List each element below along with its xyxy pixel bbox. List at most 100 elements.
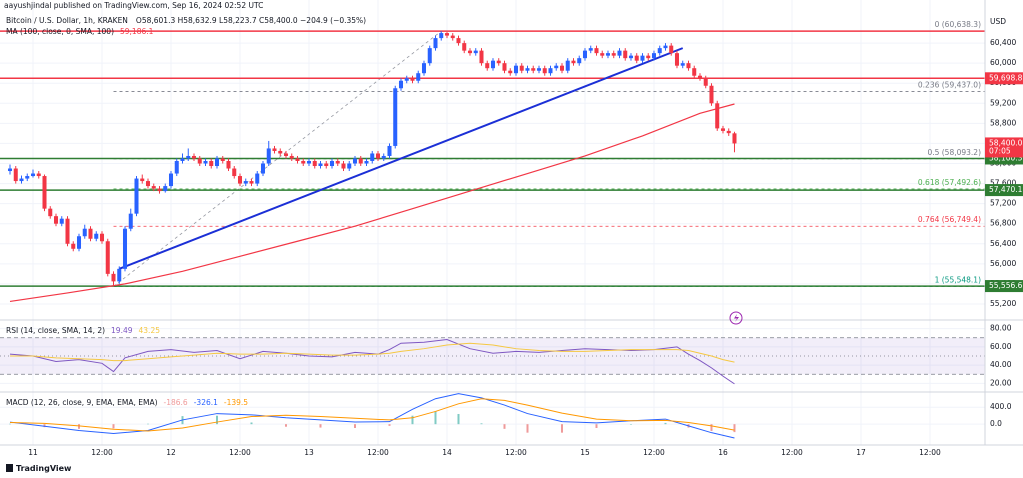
candle-body: [600, 53, 605, 56]
price-tag: [985, 184, 1023, 197]
candle-body: [680, 63, 685, 66]
candle-body: [594, 48, 599, 54]
y-tick-label: 59,200: [990, 98, 1016, 107]
y-tick-label: 60.00: [990, 342, 1012, 351]
fib-label: 0.764 (56,749.4): [918, 215, 981, 224]
candle-body: [605, 53, 610, 56]
x-tick-label: 12:00: [919, 448, 941, 457]
candle-body: [456, 38, 461, 44]
candle-body: [128, 213, 133, 229]
candle-body: [669, 45, 674, 54]
fib-label: 1 (55,548.1): [935, 275, 981, 284]
histogram-bar: [503, 424, 506, 429]
legend-value: 43.25: [139, 326, 161, 335]
y-tick-label: 20.00: [990, 378, 1012, 387]
candle-body: [421, 63, 427, 74]
candle-body: [703, 78, 708, 86]
axes: 11 12:00 12 12:00 13 12:00 14 12:00 15 12:00 16 12:…: [6, 27, 1023, 457]
candle-body: [163, 186, 168, 192]
y-tick-label: 60,000: [990, 58, 1016, 67]
candle-body: [651, 53, 656, 59]
price-tag: [985, 72, 1023, 85]
fib-label: 0.236 (59,437.0): [918, 80, 981, 89]
candle-body: [214, 158, 220, 167]
candle-body: [352, 158, 358, 164]
candle-body: [485, 63, 490, 69]
candle-body: [381, 155, 386, 159]
candle-body: [508, 70, 513, 74]
countdown: 07:05: [989, 146, 1011, 155]
histogram-bar: [629, 424, 632, 425]
candle-body: [30, 173, 36, 177]
histogram-bar: [250, 422, 253, 425]
candle-body: [462, 43, 467, 51]
plot: 0 (60,638.3) 0.236 (59,437.0) 0.5 (58,093.…: [0, 20, 985, 439]
candle-body: [203, 160, 208, 164]
candle-body: [427, 48, 432, 64]
x-tick-label: 11: [28, 448, 38, 457]
candle-body: [720, 128, 725, 131]
candle-body: [433, 38, 438, 49]
histogram-bar: [388, 424, 391, 426]
candle-body: [42, 176, 47, 209]
candle-body: [7, 168, 13, 172]
fib-label: 0.618 (57,492.6): [918, 178, 981, 187]
x-tick-label: 12:00: [367, 448, 389, 457]
candle-body: [157, 188, 162, 192]
candle-body: [94, 233, 99, 239]
candle-body: [732, 133, 737, 144]
candle-body: [25, 176, 30, 179]
x-tick-label: 15: [580, 448, 590, 457]
candle-body: [577, 58, 582, 64]
candle-body: [628, 55, 633, 59]
symbol-title: Bitcoin / U.S. Dollar, 1h, KRAKEN: [6, 16, 128, 25]
candle-body: [692, 68, 697, 76]
histogram-bar: [284, 424, 287, 427]
x-tick-label: 16: [718, 448, 728, 457]
candle-body: [13, 168, 18, 182]
candle-body: [640, 55, 645, 61]
candle-body: [444, 33, 450, 36]
candle-body: [278, 150, 283, 154]
ma-legend-value: 59,186.1: [120, 27, 154, 36]
x-tick-label: 12:00: [505, 448, 527, 457]
fib-label: 0 (60,638.3): [935, 20, 981, 29]
grid: [0, 0, 985, 445]
candle-body: [168, 173, 174, 187]
y-tick-label: 57,600: [990, 179, 1016, 188]
candle-body: [398, 80, 404, 89]
candle-body: [197, 158, 202, 164]
indicator-legend: RSI (14, close, SMA, 14, 2): [6, 326, 105, 335]
candle-body: [266, 148, 271, 164]
candle-body: [329, 160, 335, 167]
candle-body: [111, 273, 116, 282]
candle-body: [496, 60, 501, 64]
histogram-bar: [595, 424, 598, 428]
candle-body: [226, 160, 231, 169]
histogram-bar: [411, 415, 414, 425]
candle-body: [186, 155, 191, 159]
price-tag-label: 59,698.8: [989, 73, 1023, 82]
candle-body: [387, 145, 392, 156]
candle-body: [588, 48, 593, 51]
x-tick-label: 12: [166, 448, 176, 457]
x-tick-label: 12:00: [91, 448, 113, 457]
candle-body: [623, 50, 628, 59]
trendline: [118, 47, 684, 270]
last-price-label: 58,400.0: [989, 138, 1023, 147]
x-tick-label: 13: [304, 448, 314, 457]
candle-body: [134, 178, 139, 214]
candle-body: [715, 103, 720, 129]
candle-body: [335, 160, 340, 164]
histogram-bar: [457, 413, 460, 425]
candle-body: [151, 186, 156, 189]
x-tick-label: 12:00: [643, 448, 665, 457]
logo-mark: [6, 464, 13, 472]
candle-body: [140, 178, 145, 182]
y-tick-label: 56,400: [990, 239, 1016, 248]
candle-body: [439, 33, 444, 39]
legend-value: -186.6: [164, 398, 188, 407]
candle-body: [370, 153, 375, 161]
price-tag: [985, 280, 1023, 293]
y-tick-label: 58,800: [990, 118, 1016, 127]
